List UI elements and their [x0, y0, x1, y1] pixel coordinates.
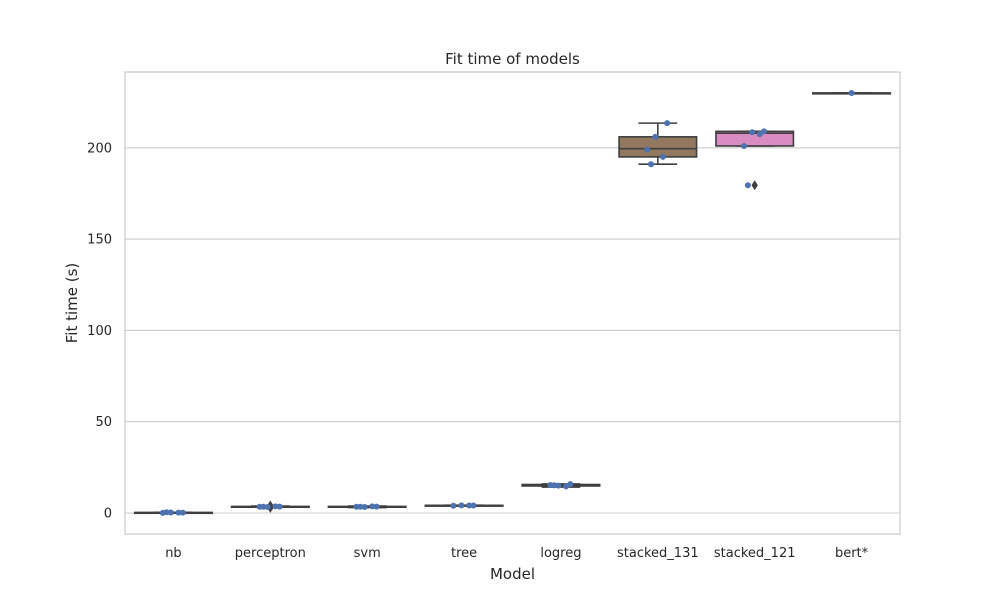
- data-point-tree-3: [466, 502, 473, 509]
- x-axis-ticks: nb perceptron svm tree logreg stacked_131 stac…: [165, 546, 868, 561]
- data-point-stacked_121-1: [761, 128, 768, 135]
- x-tick-label-svm: svm: [354, 546, 381, 561]
- x-tick-label-nb: nb: [165, 546, 182, 561]
- chart-title: Fit time of models: [445, 50, 580, 68]
- data-point-tree-2: [458, 502, 465, 509]
- data-point-svm-4: [357, 503, 364, 510]
- x-tick-label-stacked_121: stacked_121: [714, 546, 796, 561]
- data-point-perceptron-4: [260, 503, 267, 510]
- data-point-stacked_131-2: [652, 133, 659, 140]
- data-point-stacked_131-4: [647, 161, 654, 168]
- x-tick-label-stacked_131: stacked_131: [617, 546, 699, 561]
- box-body-stacked_131: [618, 136, 698, 158]
- data-point-tree-1: [470, 502, 477, 509]
- data-point-stacked_131-0: [644, 146, 651, 153]
- data-point-tree-0: [450, 502, 457, 509]
- points-layer: [159, 90, 855, 516]
- gridlines: [125, 147, 900, 514]
- y-tick-label-150: 150: [87, 233, 112, 248]
- y-axis-ticks: 0 50 100 150 200: [87, 141, 112, 521]
- data-point-stacked_131-1: [664, 120, 671, 127]
- data-point-stacked_121-4: [744, 182, 751, 189]
- data-point-stacked_121-3: [756, 131, 763, 138]
- outlier-stacked_121-0: [751, 180, 758, 191]
- y-tick-label-0: 0: [104, 507, 112, 522]
- data-point-svm-3: [369, 503, 376, 510]
- y-tick-label-200: 200: [87, 141, 112, 156]
- x-tick-label-perceptron: perceptron: [235, 546, 306, 561]
- y-tick-label-50: 50: [95, 415, 112, 430]
- data-point-logreg-3: [563, 483, 570, 490]
- data-point-logreg-4: [551, 482, 558, 489]
- plot-area-frame: [124, 71, 901, 535]
- data-point-perceptron-1: [276, 503, 283, 510]
- x-tick-label-logreg: logreg: [540, 546, 581, 561]
- data-point-svm-2: [361, 503, 368, 510]
- data-point-nb-1: [179, 509, 186, 516]
- box-stacked_131: [618, 122, 698, 166]
- y-axis-label: Fit time (s): [63, 263, 81, 344]
- data-point-stacked_121-0: [741, 142, 748, 149]
- boxes-layer: [133, 92, 892, 515]
- data-point-bert*-0: [848, 90, 855, 96]
- x-tick-label-tree: tree: [451, 546, 477, 561]
- data-point-stacked_121-2: [749, 129, 756, 136]
- y-tick-label-100: 100: [87, 324, 112, 339]
- x-tick-label-bert*: bert*: [835, 546, 869, 561]
- data-point-nb-3: [175, 509, 182, 516]
- data-point-perceptron-3: [272, 503, 279, 510]
- data-point-nb-2: [167, 509, 174, 516]
- data-point-nb-4: [163, 509, 170, 516]
- data-point-stacked_131-3: [659, 153, 666, 160]
- data-point-svm-1: [373, 503, 380, 510]
- x-axis-label: Model: [490, 565, 535, 583]
- data-point-perceptron-2: [264, 503, 271, 510]
- box-stacked_121: [715, 130, 795, 191]
